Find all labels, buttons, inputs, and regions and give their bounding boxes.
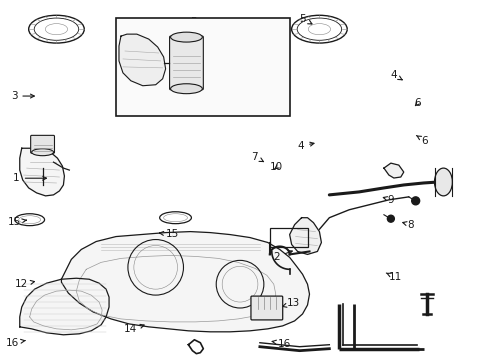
Circle shape (412, 197, 419, 205)
Text: 16: 16 (272, 339, 292, 348)
Ellipse shape (171, 32, 202, 42)
Text: 6: 6 (415, 98, 421, 108)
Text: 15: 15 (7, 217, 26, 227)
Text: 16: 16 (6, 338, 25, 347)
Text: 5: 5 (191, 17, 203, 28)
Text: 4: 4 (390, 69, 402, 80)
Ellipse shape (171, 84, 202, 94)
Bar (116, 18, 290, 116)
FancyBboxPatch shape (170, 36, 203, 90)
FancyBboxPatch shape (251, 296, 283, 320)
Text: 12: 12 (15, 279, 34, 289)
Polygon shape (20, 278, 109, 335)
Text: 17: 17 (237, 103, 251, 113)
Ellipse shape (32, 149, 53, 156)
Text: 3: 3 (11, 91, 34, 101)
Text: 11: 11 (386, 272, 402, 282)
Circle shape (388, 215, 394, 222)
Text: 15: 15 (159, 229, 179, 239)
Text: 14: 14 (124, 324, 144, 334)
Polygon shape (119, 34, 166, 86)
Ellipse shape (435, 168, 452, 196)
Text: 8: 8 (403, 220, 414, 230)
Text: 13: 13 (282, 298, 300, 308)
Polygon shape (290, 218, 321, 255)
Text: 9: 9 (383, 195, 394, 204)
Bar (270, 228, 308, 247)
Polygon shape (384, 163, 404, 178)
Text: 5: 5 (299, 14, 312, 24)
Text: 6: 6 (416, 135, 428, 146)
Text: 4: 4 (297, 141, 314, 151)
Polygon shape (20, 148, 64, 196)
Polygon shape (61, 231, 310, 332)
Text: 1: 1 (13, 173, 47, 183)
Text: 7: 7 (251, 152, 264, 162)
FancyBboxPatch shape (31, 135, 54, 153)
Text: 10: 10 (270, 162, 283, 172)
Text: 2: 2 (273, 251, 292, 262)
